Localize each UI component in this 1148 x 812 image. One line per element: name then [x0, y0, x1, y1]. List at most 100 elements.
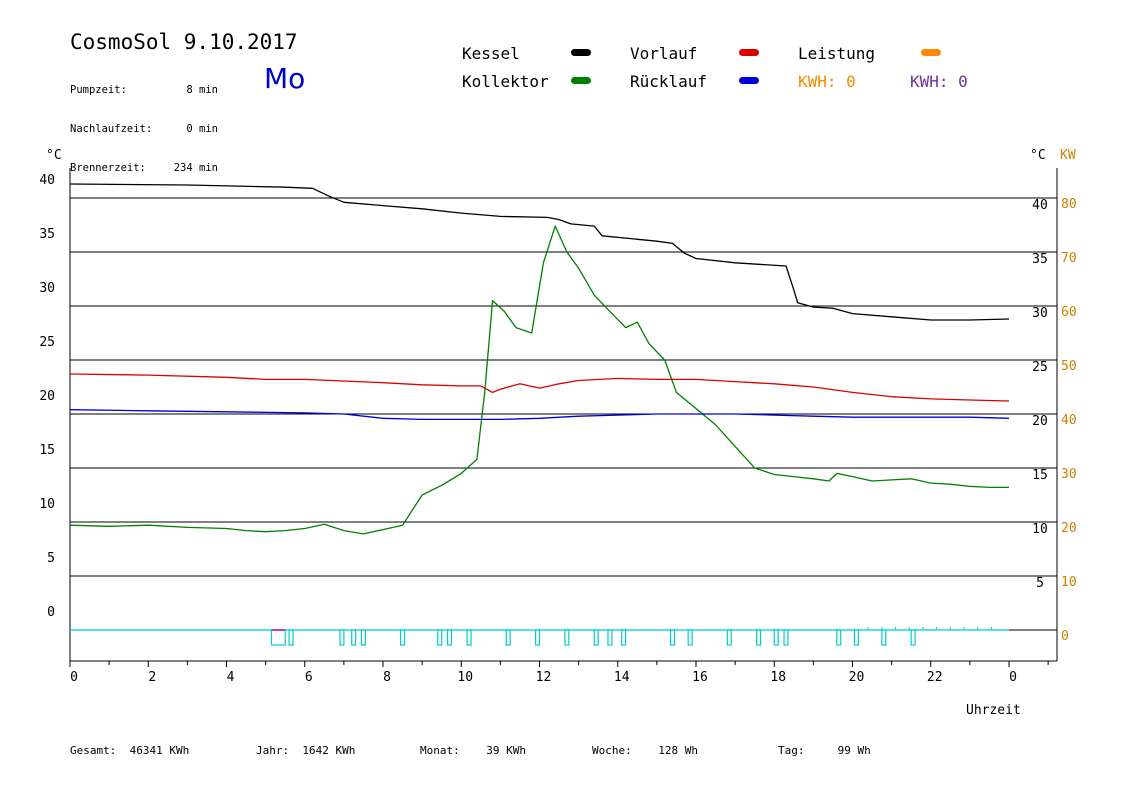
pump-pulse-16: [687, 629, 693, 646]
footer-woche-label: Woche:: [592, 744, 632, 757]
kw-tick-30: 30: [1061, 467, 1077, 482]
info-labels: Pumpzeit: Nachlaufzeit: Brennerzeit:: [70, 58, 152, 188]
pump-pulse-24: [910, 629, 916, 646]
x-tick-label-11: 22: [927, 670, 943, 685]
series-line-kollektor: [69, 225, 1009, 535]
kwh-1-value: 0: [846, 72, 856, 91]
y-tick-right-10: 10: [1032, 522, 1048, 537]
pump-pulse-21: [836, 629, 842, 646]
kwh-2-label: KWH:: [910, 72, 949, 91]
pump-pulse-14: [621, 629, 627, 646]
pump-pulse-9: [505, 629, 511, 646]
y-tick-left-35: 35: [39, 227, 55, 242]
pump-pulse-8: [466, 629, 472, 646]
legend-label-ruecklauf: Rücklauf: [630, 72, 708, 91]
pump-pulse-15: [669, 629, 676, 646]
legend-label-vorlauf: Vorlauf: [630, 44, 698, 63]
y-tick-left-20: 20: [39, 389, 55, 404]
x-tick-label-8: 16: [692, 670, 708, 685]
legend-swatch-kessel: [571, 49, 591, 56]
footer-tag-value: 99 Wh: [837, 744, 871, 757]
kw-tick-40: 40: [1061, 413, 1077, 428]
y-tick-right-15: 15: [1032, 468, 1048, 483]
pump-pulse-2: [339, 629, 345, 646]
x-tick-label-6: 12: [536, 670, 552, 685]
footer-monat-label: Monat:: [420, 744, 460, 757]
kwh-1: KWH: 0: [798, 72, 856, 91]
y-tick-left-30: 30: [39, 281, 55, 296]
pump-pulse-5: [400, 629, 406, 646]
pump-pulse-11: [564, 629, 570, 646]
brennerzeit-value: 234 min: [173, 162, 218, 174]
footer-monat: Monat: 39 KWh: [420, 744, 526, 757]
pump-pulse-13: [607, 629, 613, 646]
footer-jahr-label: Jahr:: [256, 744, 290, 757]
x-tick-label-3: 6: [305, 670, 313, 685]
pump-pulse-12: [593, 629, 599, 646]
y-tick-left-0: 0: [47, 605, 55, 620]
legend-swatch-leistung: [921, 49, 941, 56]
kw-tick-50: 50: [1061, 359, 1077, 374]
x-tick-label-7: 14: [614, 670, 630, 685]
y-tick-right-20: 20: [1032, 414, 1048, 429]
x-tick-label-10: 20: [849, 670, 865, 685]
nachlaufzeit-value: 0 min: [186, 123, 218, 135]
x-tick-label-4: 8: [383, 670, 391, 685]
kw-tick-70: 70: [1061, 251, 1077, 266]
y-axis-left-unit: °C: [46, 148, 62, 163]
x-tick-label-2: 4: [227, 670, 235, 685]
pump-pulse-23: [881, 629, 887, 646]
kwh-2-value: 0: [958, 72, 968, 91]
legend-label-leistung: Leistung: [798, 44, 876, 63]
footer-tag: Tag: 99 Wh: [778, 744, 871, 757]
pump-pulse-3: [351, 629, 357, 646]
pump-pulse-18: [756, 629, 762, 646]
kw-tick-0: 0: [1061, 629, 1069, 644]
y-axis-kw-unit: KW: [1060, 148, 1076, 163]
y-tick-left-25: 25: [39, 335, 55, 350]
kwh-1-label: KWH:: [798, 72, 837, 91]
y-tick-left-10: 10: [39, 497, 55, 512]
y-tick-right-5: 5: [1036, 576, 1044, 591]
footer-gesamt-value: 46341 KWh: [129, 744, 190, 757]
series-line-vorlauf: [69, 373, 1010, 402]
x-tick-label-9: 18: [770, 670, 786, 685]
kw-tick-10: 10: [1061, 575, 1077, 590]
pump-pulse-10: [534, 629, 541, 646]
footer-tag-label: Tag:: [778, 744, 805, 757]
legend-label-kessel: Kessel: [462, 44, 520, 63]
footer-woche-value: 128 Wh: [658, 744, 698, 757]
x-tick-label-1: 2: [148, 670, 156, 685]
footer-gesamt-label: Gesamt:: [70, 744, 117, 757]
kw-tick-20: 20: [1061, 521, 1077, 536]
pump-pulse-1: [288, 629, 294, 646]
nachlaufzeit-label: Nachlaufzeit:: [70, 123, 153, 135]
chart-title: CosmoSol 9.10.2017: [70, 30, 298, 54]
x-tick-label-12: 0: [1009, 670, 1017, 685]
y-tick-right-25: 25: [1032, 360, 1048, 375]
y-tick-left-15: 15: [39, 443, 55, 458]
legend-label-kollektor: Kollektor: [462, 72, 549, 91]
y-tick-right-35: 35: [1032, 252, 1048, 267]
pumpzeit-label: Pumpzeit:: [70, 84, 127, 96]
pump-pulse-19: [773, 629, 779, 646]
y-tick-right-40: 40: [1032, 198, 1048, 213]
legend-swatch-kollektor: [571, 77, 591, 84]
kw-tick-80: 80: [1061, 197, 1077, 212]
footer-jahr: Jahr: 1642 KWh: [256, 744, 355, 757]
pump-pulse-0: [270, 629, 286, 646]
legend-swatch-ruecklauf: [739, 77, 759, 84]
pump-pulse-22: [853, 629, 859, 646]
x-axis-label: Uhrzeit: [966, 703, 1021, 718]
info-values: 8 min 0 min 234 min: [160, 58, 218, 188]
footer-woche: Woche: 128 Wh: [592, 744, 698, 757]
pump-pulse-6: [437, 629, 443, 646]
kwh-2: KWH: 0: [910, 72, 968, 91]
pump-pulse-4: [360, 629, 366, 646]
y-tick-left-5: 5: [47, 551, 55, 566]
series-line-ruecklauf: [69, 409, 1010, 421]
pump-pulse-7: [446, 629, 453, 646]
weekday-label: Mo: [264, 62, 306, 95]
kw-tick-60: 60: [1061, 305, 1077, 320]
